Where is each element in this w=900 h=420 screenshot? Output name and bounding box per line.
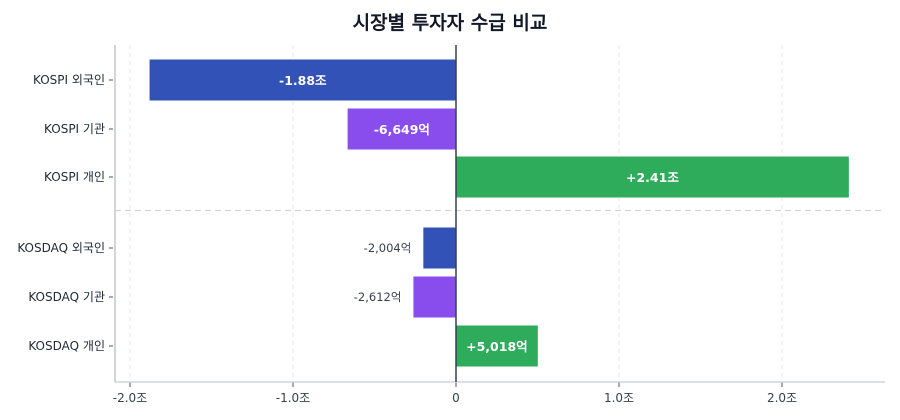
x-tick-label: 0 <box>452 391 460 405</box>
data-label: -1.88조 <box>279 73 327 88</box>
bar <box>347 108 456 150</box>
data-label: +5,018억 <box>466 339 528 354</box>
chart-title: 시장별 투자자 수급 비교 <box>353 12 548 34</box>
x-tick-label: 2.0조 <box>767 391 797 405</box>
y-tick-label: KOSPI 외국인 <box>33 73 105 87</box>
bars: -1.88조 -6,649억 +2.41조 -2,004억 -2,612억 +5,018억 <box>149 59 849 367</box>
x-tick-label: -2.0조 <box>113 391 147 405</box>
axes: -2.0조 -1.0조 0 1.0조 2.0조 KOSPI 외국인 KOSPI 기관 KOSP… <box>17 45 885 405</box>
bar <box>456 325 538 367</box>
y-tick-label: KOSPI 기관 <box>44 122 105 136</box>
y-tick-label: KOSDAQ 기관 <box>28 290 105 304</box>
bar <box>413 276 456 318</box>
y-tick-label: KOSDAQ 개인 <box>28 339 105 353</box>
grid <box>115 45 885 382</box>
x-tick-label: 1.0조 <box>604 391 634 405</box>
x-tick-label: -1.0조 <box>276 391 310 405</box>
bar <box>149 59 456 101</box>
y-tick-label: KOSDAQ 외국인 <box>17 241 105 255</box>
data-label: +2.41조 <box>626 170 679 185</box>
bar <box>423 227 456 269</box>
y-tick-label: KOSPI 개인 <box>44 170 105 184</box>
data-label: -6,649억 <box>374 122 430 137</box>
data-label: -2,612억 <box>354 290 402 304</box>
data-label: -2,004억 <box>364 241 412 255</box>
bar <box>456 156 849 198</box>
